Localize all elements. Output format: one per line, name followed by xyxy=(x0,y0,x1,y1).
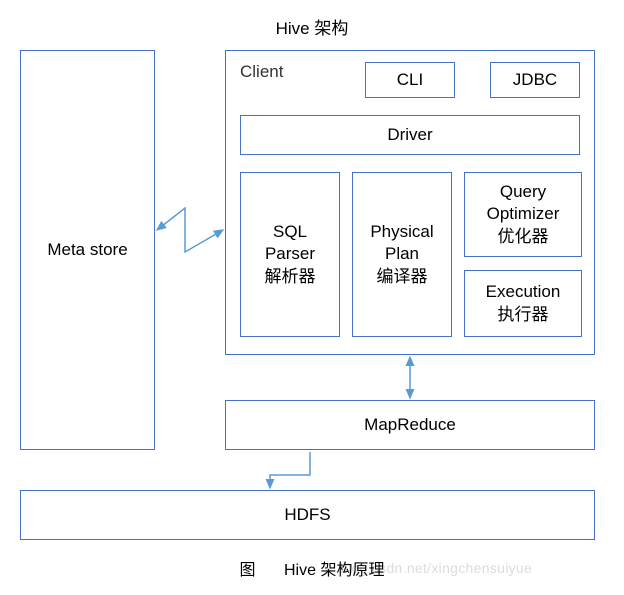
jdbc-label: JDBC xyxy=(513,69,557,91)
node-physical-plan: Physical Plan 编译器 xyxy=(352,172,452,337)
title-text: Hive 架构 xyxy=(276,19,349,38)
client-label: Client xyxy=(240,61,283,83)
caption-prefix: 图 xyxy=(240,562,256,579)
node-driver: Driver xyxy=(240,115,580,155)
node-meta-store: Meta store xyxy=(20,50,155,450)
driver-label: Driver xyxy=(387,124,432,146)
node-hdfs: HDFS xyxy=(20,490,595,540)
node-query-optimizer: Query Optimizer 优化器 xyxy=(464,172,582,257)
mapreduce-label: MapReduce xyxy=(364,414,456,436)
diagram-title: Hive 架构 xyxy=(0,14,624,39)
node-jdbc: JDBC xyxy=(490,62,580,98)
caption-text: Hive 架构原理 xyxy=(284,562,384,579)
meta-store-label: Meta store xyxy=(47,239,127,261)
phys-plan-label: Physical Plan 编译器 xyxy=(370,221,433,287)
node-sql-parser: SQL Parser 解析器 xyxy=(240,172,340,337)
sql-parser-label: SQL Parser 解析器 xyxy=(265,221,316,287)
node-mapreduce: MapReduce xyxy=(225,400,595,450)
hdfs-label: HDFS xyxy=(284,504,330,526)
edge-mapreduce-hdfs xyxy=(270,452,310,488)
cli-label: CLI xyxy=(397,69,423,91)
execution-label: Execution 执行器 xyxy=(486,281,561,325)
diagram-caption: 图 Hive 架构原理 xyxy=(0,556,624,580)
node-execution: Execution 执行器 xyxy=(464,270,582,337)
node-cli: CLI xyxy=(365,62,455,98)
edge-metastore-client xyxy=(157,208,223,252)
query-opt-label: Query Optimizer 优化器 xyxy=(487,181,560,247)
